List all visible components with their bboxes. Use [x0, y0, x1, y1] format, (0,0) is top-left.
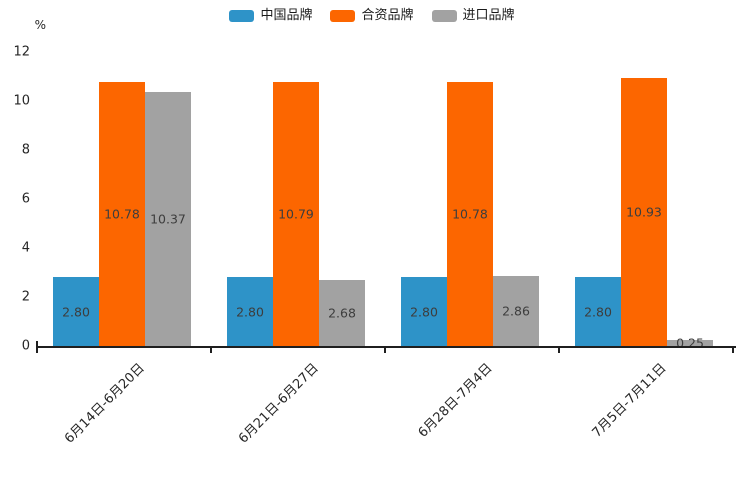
legend-item-2: 合资品牌: [330, 8, 414, 24]
bar-进口品牌-3: [493, 275, 539, 346]
x-axis-category-label: 6月21日-6月27日: [235, 360, 322, 447]
x-axis-tick: [210, 348, 212, 353]
legend-swatch-icon: [431, 10, 457, 22]
y-tick-label: 12: [13, 44, 30, 60]
bar-value-label: 2.80: [62, 304, 90, 320]
y-tick-label: 4: [21, 240, 30, 256]
bar-中国品牌-3: [401, 277, 447, 346]
x-axis-category-label: 6月28日-7月4日: [415, 360, 496, 441]
y-tick-label: 0: [21, 338, 30, 354]
bar-进口品牌-2: [319, 280, 365, 346]
y-axis-unit-label: %: [34, 18, 46, 32]
x-axis-tick: [36, 348, 38, 353]
bar-合资品牌-4: [621, 78, 667, 346]
bar-中国品牌-2: [227, 277, 273, 346]
bar-value-label: 10.37: [150, 211, 186, 227]
legend-item-1: 中国品牌: [229, 8, 312, 24]
bar-value-label: 2.86: [502, 303, 530, 319]
bar-中国品牌-4: [575, 277, 621, 346]
x-axis-tick: [384, 348, 386, 353]
bar-value-label: 10.93: [626, 204, 662, 220]
legend-item-label: 合资品牌: [361, 8, 414, 23]
y-tick-label: 8: [21, 142, 30, 158]
legend-swatch-icon: [330, 10, 356, 22]
y-tick-label: 10: [13, 93, 30, 109]
bar-value-label: 10.78: [104, 206, 140, 222]
x-axis-left-end-stub: [36, 341, 38, 346]
legend-item-3: 进口品牌: [431, 8, 515, 24]
y-tick-label: 6: [21, 191, 30, 207]
chart-legend: 中国品牌 合资品牌 进口品牌: [0, 8, 744, 24]
bar-合资品牌-2: [273, 81, 319, 346]
bar-合资品牌-3: [447, 81, 493, 346]
bar-value-label: 2.80: [584, 304, 612, 320]
x-axis-category-label: 6月14日-6月20日: [61, 360, 148, 447]
y-tick-label: 2: [21, 289, 30, 305]
bar-进口品牌-1: [145, 91, 191, 346]
bar-value-label: 10.79: [278, 206, 314, 222]
plot-area: 2.80 10.78 10.37 2.80 10.79 2.68 2.80 10.78 2.86…: [37, 52, 733, 346]
bar-进口品牌-4: [667, 339, 713, 346]
bar-value-label: 2.68: [328, 305, 356, 321]
x-axis-category-label: 7月5日-7月11日: [589, 360, 670, 441]
bar-value-label: 10.78: [452, 206, 488, 222]
x-axis-tick: [558, 348, 560, 353]
x-axis-line: [36, 346, 736, 348]
x-axis-tick: [732, 348, 734, 353]
bar-value-label: 2.80: [236, 304, 264, 320]
bar-合资品牌-1: [99, 81, 145, 346]
bar-中国品牌-1: [53, 277, 99, 346]
legend-item-label: 中国品牌: [260, 8, 313, 23]
legend-swatch-icon: [229, 10, 255, 22]
bar-value-label: 0.25: [676, 335, 704, 346]
bar-value-label: 2.80: [410, 304, 438, 320]
legend-item-label: 进口品牌: [462, 8, 515, 23]
